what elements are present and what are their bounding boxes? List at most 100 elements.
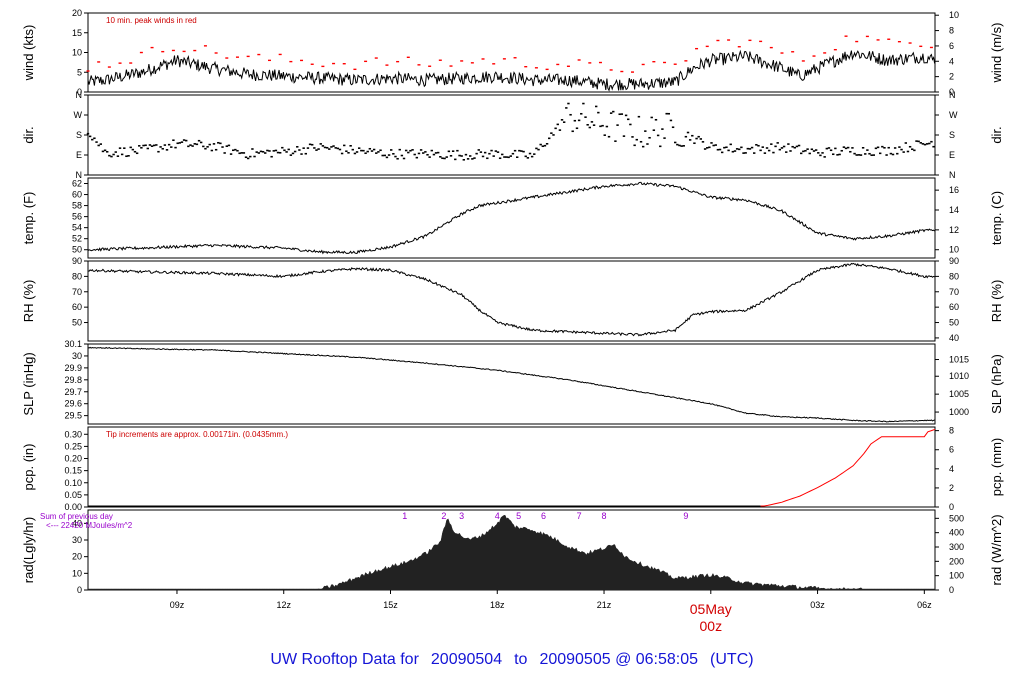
right-tick-label-slp: 1010: [949, 371, 969, 381]
left-tick-label-dir: E: [76, 150, 82, 160]
ylabel-right-temp: temp. (C): [989, 191, 1004, 245]
right-tick-label-wind: 6: [949, 41, 954, 51]
right-tick-label-slp: 1005: [949, 389, 969, 399]
panel-frame-rh: [87, 260, 936, 342]
date-marker-date: 05May: [690, 601, 732, 617]
left-tick-label-pcp: 0.10: [64, 478, 82, 488]
left-tick-label-slp: 29.8: [64, 375, 82, 385]
ylabel-right-wind: wind (m/s): [989, 23, 1004, 84]
left-tick-label-rh: 60: [72, 302, 82, 312]
left-tick-label-pcp: 0.20: [64, 454, 82, 464]
right-tick-label-slp: 1015: [949, 355, 969, 365]
right-tick-label-rad: 500: [949, 513, 964, 523]
ylabel-right-dir: dir.: [989, 126, 1004, 143]
ylabel-left-rad: rad(Lgly/hr): [21, 517, 36, 583]
caption-prefix: UW Rooftop Data for: [270, 651, 419, 668]
right-tick-label-pcp: 8: [949, 426, 954, 436]
right-tick-label-rad: 300: [949, 542, 964, 552]
right-tick-label-pcp: 6: [949, 445, 954, 455]
left-tick-label-pcp: 0.30: [64, 429, 82, 439]
date-marker-time: 00z: [700, 618, 723, 634]
left-tick-label-temp: 52: [72, 234, 82, 244]
right-tick-label-temp: 16: [949, 185, 959, 195]
right-tick-label-wind: 4: [949, 56, 954, 66]
left-tick-label-pcp: 0.15: [64, 466, 82, 476]
left-tick-label-slp: 29.6: [64, 399, 82, 409]
right-tick-label-temp: 10: [949, 245, 959, 255]
series-pcp-1: [760, 428, 936, 507]
left-tick-label-pcp: 0.00: [64, 502, 82, 512]
ylabel-left-temp: temp. (F): [21, 192, 36, 245]
series-rh-0: [87, 262, 935, 337]
right-tick-label-wind: 8: [949, 26, 954, 36]
right-tick-label-temp: 14: [949, 205, 959, 215]
right-tick-label-rh: 90: [949, 256, 959, 266]
left-tick-label-rh: 90: [72, 256, 82, 266]
right-tick-label-dir: N: [949, 90, 956, 100]
right-tick-label-dir: S: [949, 130, 955, 140]
left-tick-label-wind: 20: [72, 8, 82, 18]
ylabel-left-rh: RH (%): [21, 280, 36, 323]
left-tick-label-dir: N: [76, 170, 83, 180]
panel-frame-pcp: [87, 426, 936, 508]
left-tick-label-pcp: 0.05: [64, 490, 82, 500]
ylabel-left-wind: wind (kts): [21, 25, 36, 82]
right-tick-label-rh: 50: [949, 318, 959, 328]
caption-tz: (UTC): [710, 651, 754, 668]
left-tick-label-wind: 10: [72, 48, 82, 58]
right-tick-label-pcp: 2: [949, 483, 954, 493]
left-tick-label-wind: 0: [77, 87, 82, 97]
left-tick-label-wind: 15: [72, 28, 82, 38]
left-tick-label-temp: 54: [72, 223, 82, 233]
right-tick-label-temp: 12: [949, 225, 959, 235]
left-tick-label-wind: 5: [77, 67, 82, 77]
left-tick-label-pcp: 0.25: [64, 441, 82, 451]
series-temp-0: [87, 181, 935, 255]
series-slp-0: [87, 346, 935, 423]
left-tick-label-rad: 10: [72, 568, 82, 578]
right-tick-label-rad: 200: [949, 556, 964, 566]
left-tick-label-dir: S: [76, 130, 82, 140]
left-tick-label-slp: 29.5: [64, 411, 82, 421]
chart-caption: UW Rooftop Data for 20090504 to 20090505 @ …: [0, 651, 1024, 669]
radiation-marker-4: 4: [495, 511, 500, 521]
left-tick-label-rad: 40: [72, 518, 82, 528]
radiation-marker-3: 3: [459, 511, 464, 521]
left-tick-label-slp: 29.9: [64, 363, 82, 373]
right-tick-label-rh: 60: [949, 302, 959, 312]
radiation-marker-6: 6: [541, 511, 546, 521]
ylabel-right-rad: rad (W/m^2): [989, 514, 1004, 585]
left-tick-label-slp: 30: [72, 351, 82, 361]
left-tick-label-dir: W: [74, 110, 83, 120]
radiation-marker-5: 5: [516, 511, 521, 521]
left-tick-label-temp: 62: [72, 179, 82, 189]
radiation-marker-9: 9: [683, 511, 688, 521]
right-tick-label-rh: 70: [949, 287, 959, 297]
caption-end-date: 20090505 @ 06:58:05: [539, 651, 699, 668]
ylabel-right-pcp: pcp. (mm): [989, 438, 1004, 497]
right-tick-label-rad: 400: [949, 528, 964, 538]
left-tick-label-rad: 30: [72, 535, 82, 545]
left-tick-label-rh: 70: [72, 287, 82, 297]
right-tick-label-rh: 80: [949, 271, 959, 281]
right-tick-label-rh: 40: [949, 333, 959, 343]
series-rad-0: [87, 514, 936, 591]
panel-frame-slp: [87, 343, 936, 425]
ylabel-left-slp: SLP (inHg): [21, 352, 36, 415]
right-tick-label-slp: 1000: [949, 407, 969, 417]
radiation-marker-8: 8: [602, 511, 607, 521]
left-tick-label-rh: 50: [72, 318, 82, 328]
right-tick-label-rad: 100: [949, 571, 964, 581]
ylabel-left-dir: dir.: [21, 126, 36, 143]
right-tick-label-rad: 0: [949, 585, 954, 595]
caption-sep: to: [514, 651, 528, 668]
annotation-wind: 10 min. peak winds in red: [106, 16, 197, 25]
right-tick-label-pcp: 4: [949, 464, 954, 474]
x-tick-label: 03z: [810, 600, 825, 610]
right-tick-label-pcp: 0: [949, 502, 954, 512]
left-tick-label-slp: 29.7: [64, 387, 82, 397]
x-tick-label: 09z: [170, 600, 185, 610]
radiation-marker-1: 1: [402, 511, 407, 521]
left-tick-label-rad: 20: [72, 552, 82, 562]
